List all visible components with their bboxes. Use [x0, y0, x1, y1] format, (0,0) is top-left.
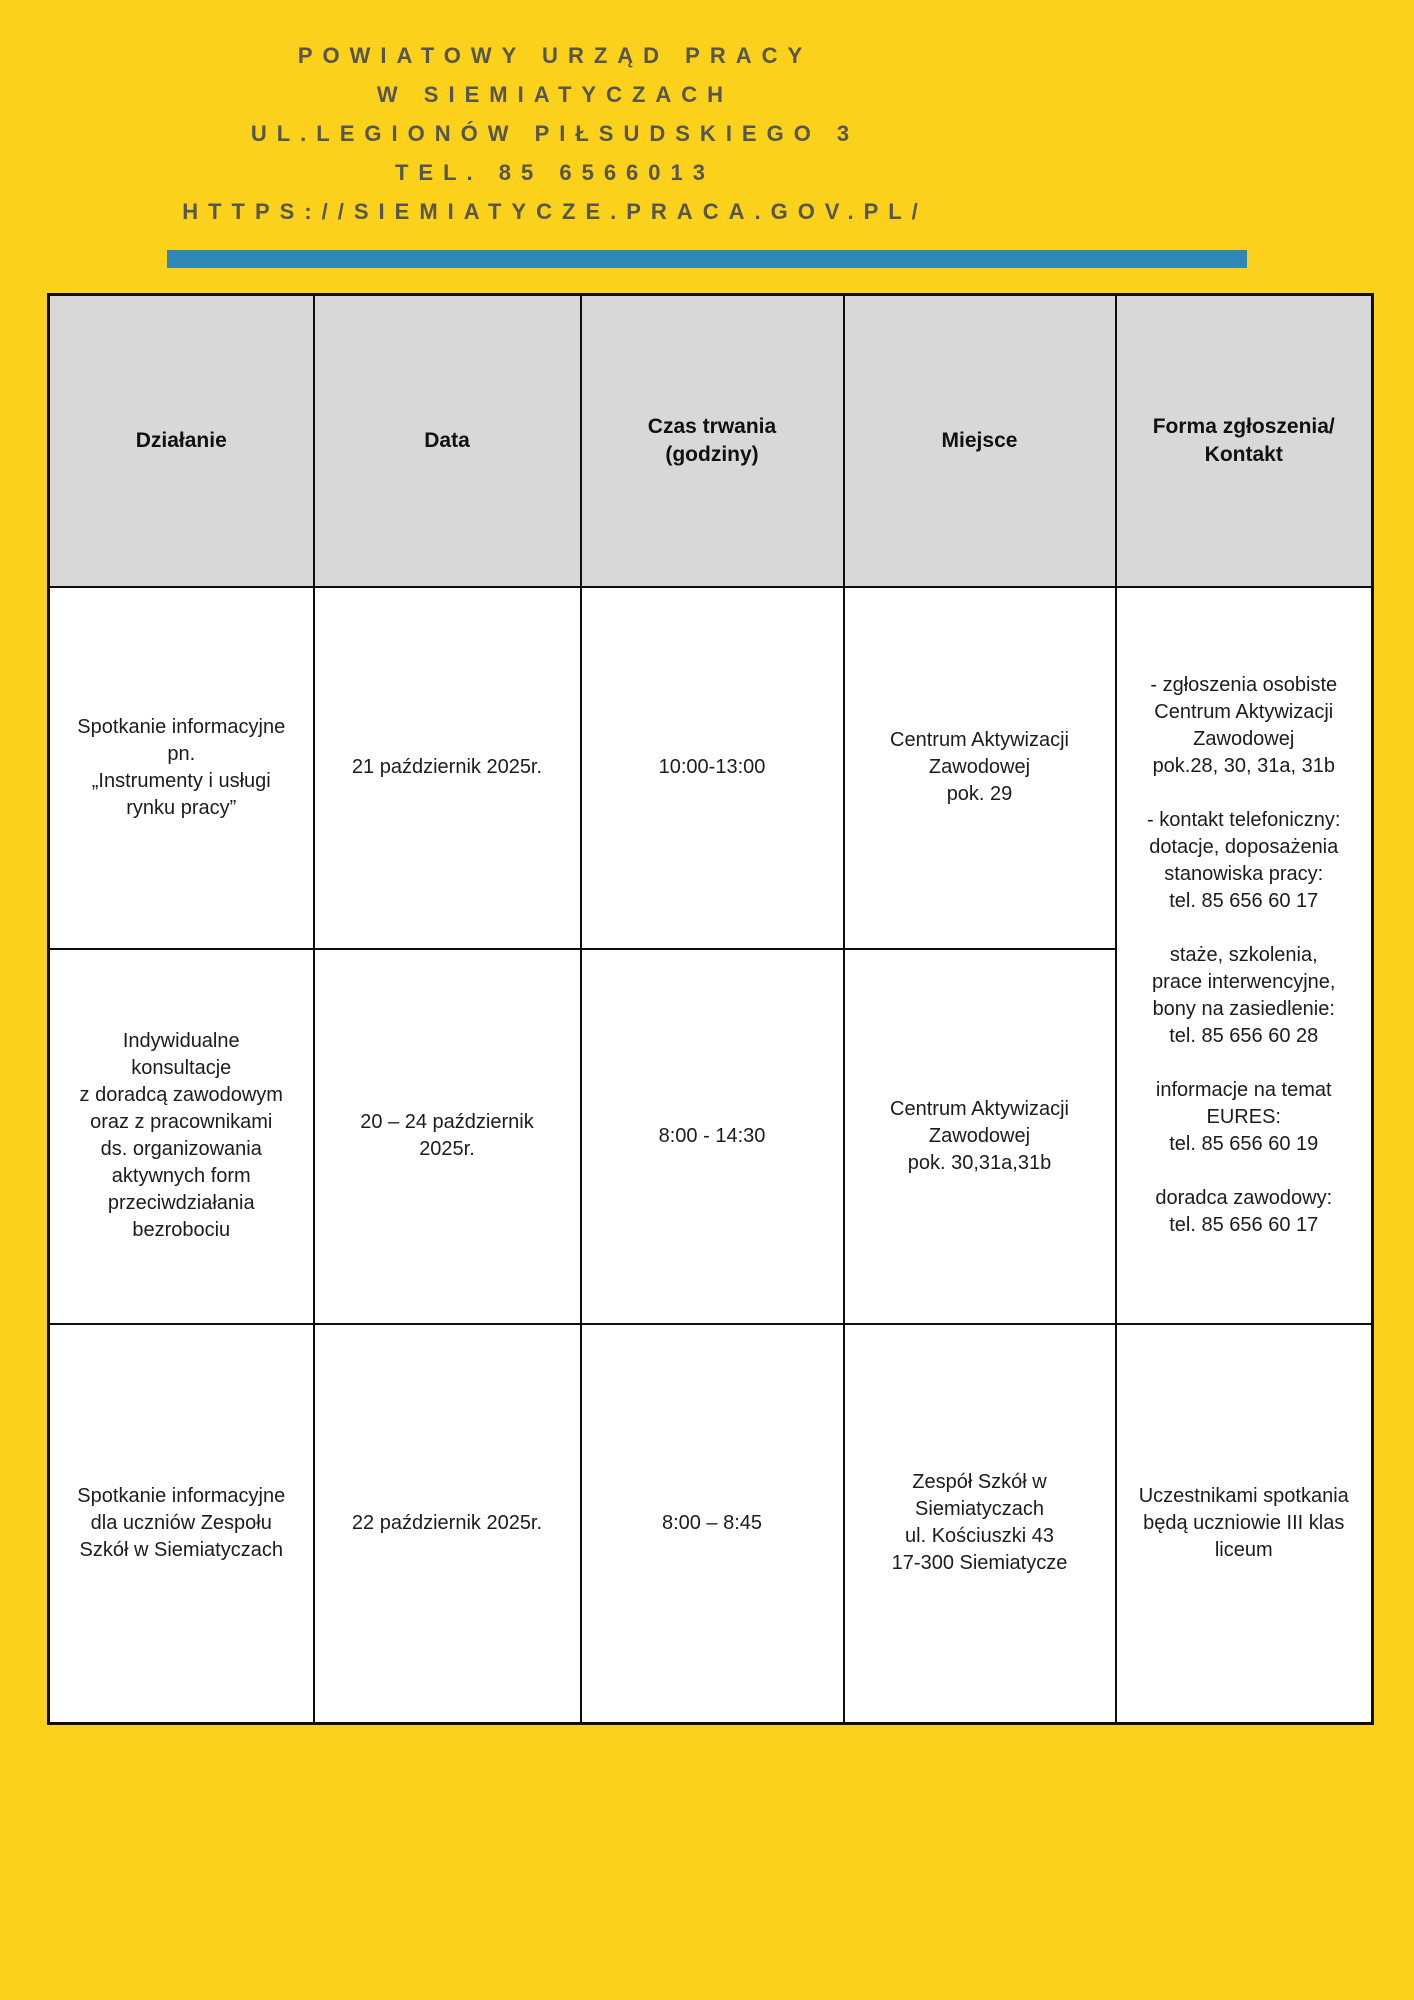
cell-place-1: Centrum Aktywizacji Zawodowej pok. 29: [842, 585, 1117, 950]
header-cell-activity: Działanie: [47, 293, 315, 588]
table-header-row: Działanie Data Czas trwania (godziny) Mi…: [47, 293, 1374, 588]
cell-activity-1: Spotkanie informacyjne pn. „Instrumenty …: [47, 585, 315, 950]
cell-duration-1: 10:00-13:00: [579, 585, 845, 950]
cell-activity-3: Spotkanie informacyjne dla uczniów Zespo…: [47, 1322, 315, 1725]
office-header: POWIATOWY URZĄD PRACY W SIEMIATYCZACH UL…: [0, 36, 1110, 231]
office-phone-line: TEL. 85 6566013: [394, 160, 715, 185]
office-address-line: UL.LEGIONÓW PIŁSUDSKIEGO 3: [250, 121, 860, 146]
cell-date-3: 22 październik 2025r.: [312, 1322, 582, 1725]
schedule-table: Działanie Data Czas trwania (godziny) Mi…: [47, 293, 1374, 1725]
header-cell-contact: Forma zgłoszenia/ Kontakt: [1114, 293, 1374, 588]
table-row: Indywidualne konsultacje z doradcą zawod…: [47, 947, 1373, 1325]
cell-date-1: 21 październik 2025r.: [312, 585, 582, 950]
cell-contact-3: Uczestnikami spotkania będą uczniowie II…: [1114, 1322, 1374, 1725]
cell-duration-2: 8:00 - 14:30: [579, 947, 845, 1325]
table-row: Spotkanie informacyjne dla uczniów Zespo…: [47, 1322, 1374, 1725]
office-name-line: POWIATOWY URZĄD PRACY: [297, 43, 813, 68]
header-cell-place: Miejsce: [842, 293, 1117, 588]
cell-duration-3: 8:00 – 8:45: [579, 1322, 845, 1725]
office-city-line: W SIEMIATYCZACH: [376, 82, 734, 107]
header-cell-duration: Czas trwania (godziny): [579, 293, 845, 588]
cell-place-3: Zespół Szkół w Siemiatyczach ul. Kościus…: [842, 1322, 1117, 1725]
divider-bar: [167, 250, 1247, 268]
header-cell-date: Data: [312, 293, 582, 588]
office-website-line: HTTPS://SIEMIATYCZE.PRACA.GOV.PL/: [182, 199, 928, 224]
cell-activity-2: Indywidualne konsultacje z doradcą zawod…: [47, 947, 315, 1325]
cell-date-2: 20 – 24 październik 2025r.: [312, 947, 582, 1325]
cell-place-2: Centrum Aktywizacji Zawodowej pok. 30,31…: [842, 947, 1117, 1325]
table-row: Spotkanie informacyjne pn. „Instrumenty …: [47, 585, 1374, 1325]
cell-contact-merged: - zgłoszenia osobiste Centrum Aktywizacj…: [1114, 585, 1374, 1325]
